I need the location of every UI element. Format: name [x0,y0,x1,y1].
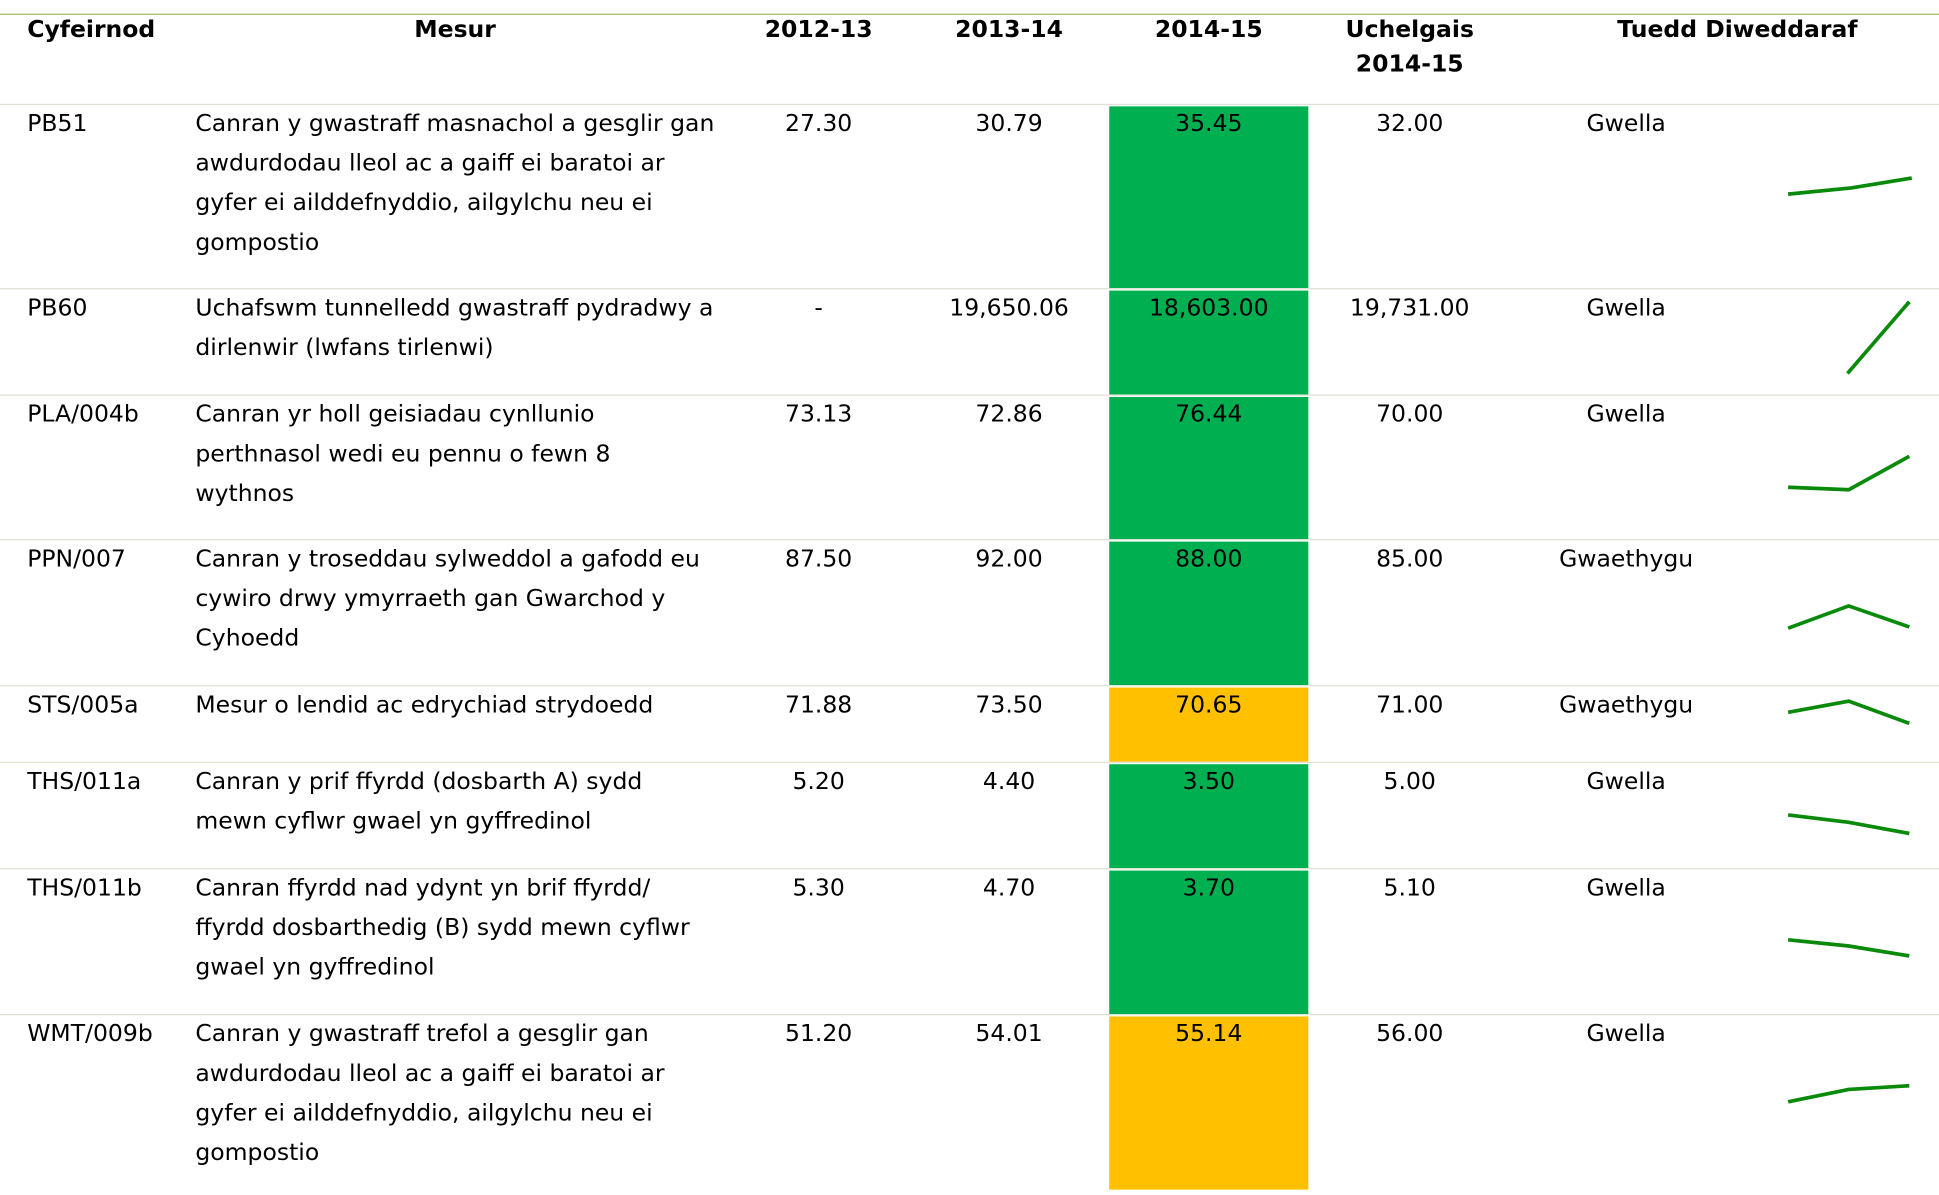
row-separator [0,103,1939,106]
measure-text: Canran y prif ffyrdd (dosbarth A) sydd m… [195,767,643,835]
cell-text: 4.40 [982,767,1036,796]
row-separator [0,685,1939,687]
row-separator [0,761,1939,763]
cell-text: 4.70 [982,874,1036,902]
cell-text: 51.20 [784,1020,853,1048]
status-cell [1109,1016,1309,1190]
header-cell: Uchelgais 2014-15 [1345,16,1474,78]
cell-text: 73.50 [975,691,1043,719]
cell-text: PB60 [27,294,88,322]
cell-text: 85.00 [1376,545,1444,573]
cell-text: PB51 [27,110,88,138]
cell-text: Gwella [1586,294,1666,322]
cell-text: Gwella [1586,400,1666,428]
cell-text: 88.00 [1175,545,1243,573]
cell-text: STS/005a [27,691,139,719]
measure-text: Canran ffyrdd nad ydynt yn brif ffyrdd/ … [195,874,690,981]
row-separator [0,1014,1939,1016]
cell-text: Gwella [1586,110,1666,138]
header-cell: Mesur [414,16,496,44]
measure-text: Canran yr holl geisiadau cynllunio perth… [195,400,611,508]
sparkline [1787,813,1910,836]
cell-text: 27.30 [784,110,853,138]
sparkline [1787,699,1910,726]
cell-text: 3.50 [1182,767,1235,796]
sparkline [1787,176,1913,196]
measure-text: Canran y gwastraff trefol a gesglir gan … [195,1020,665,1167]
cell-text: 55.14 [1175,1020,1243,1048]
cell-text: Gwella [1586,874,1666,902]
cell-text: 3.70 [1182,874,1235,902]
cell-text: 71.00 [1376,691,1444,719]
cell-text: 5.00 [1383,767,1436,796]
header-cell: Tuedd Diweddaraf [1617,16,1858,44]
cell-text: 54.01 [975,1020,1043,1048]
header-cell: Cyfeirnod [27,16,156,44]
header-cell: 2013-14 [955,16,1063,44]
cell-text: THS/011a [27,767,142,796]
row-separator [0,868,1939,870]
top-rule [0,13,1939,15]
cell-text: Gwaethygu [1559,545,1694,573]
status-cell [1109,396,1309,540]
cell-text: 73.13 [784,400,853,428]
cell-text: - [814,294,823,322]
cell-text: 56.00 [1376,1020,1444,1048]
cell-text: 71.88 [784,691,853,719]
cell-text: WMT/009b [27,1020,153,1048]
row-separator [0,394,1939,396]
cell-text: 72.86 [975,400,1043,428]
status-cell [1109,870,1309,1015]
measure-text: Mesur o lendid ac edrychiad strydoedd [195,691,654,719]
header-cell: 2014-15 [1154,16,1263,44]
cell-text: 70.65 [1175,691,1243,719]
cell-text: PLA/004b [27,400,139,428]
status-cell [1109,764,1309,869]
measure-text: Canran y troseddau sylweddol a gafodd eu… [195,545,700,652]
row-separator [0,288,1939,290]
cell-text: THS/011b [27,874,142,902]
cell-text: Gwaethygu [1559,691,1694,719]
row-separator [0,539,1939,541]
cell-text: 92.00 [975,545,1043,573]
sparkline [1788,454,1911,492]
cell-text: 32.00 [1376,110,1444,138]
cell-text: 19,731.00 [1349,294,1470,322]
status-cell [1109,541,1309,686]
cell-text: 76.44 [1175,400,1243,428]
measure-text: Uchafswm tunnelledd gwastraff pydradwy a… [195,294,714,362]
cell-text: 87.50 [784,545,853,573]
cell-text: 70.00 [1376,400,1444,428]
cell-text: 19,650.06 [949,294,1069,322]
measure-text: Canran y gwastraff masnachol a gesglir g… [195,110,715,256]
cell-text: 5.10 [1383,874,1436,902]
status-cell [1109,687,1309,762]
cell-text: Gwella [1586,767,1666,796]
status-cell [1109,106,1309,289]
sparkline [1787,937,1910,958]
cell-text: 35.45 [1175,110,1243,138]
cell-text: 18,603.00 [1148,294,1269,322]
cell-text: Gwella [1586,1020,1666,1048]
cell-text: 30.79 [975,110,1043,138]
header-cell: 2012-13 [764,16,873,44]
sparkline [1846,300,1911,375]
cell-text: 5.20 [792,767,845,796]
sparkline [1787,1083,1910,1104]
cell-text: PPN/007 [27,545,126,573]
sparkline [1787,603,1910,630]
cell-text: 5.30 [792,874,845,902]
status-cell [1109,290,1309,395]
